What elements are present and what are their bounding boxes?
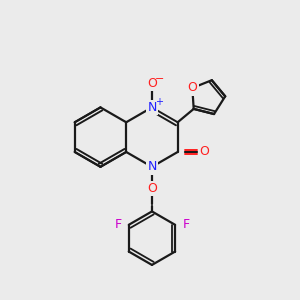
Text: +: + — [155, 98, 163, 107]
Text: O: O — [147, 182, 157, 195]
Text: O: O — [200, 146, 209, 158]
Text: N: N — [147, 101, 157, 114]
Text: O: O — [147, 77, 157, 90]
Text: F: F — [114, 218, 122, 231]
Text: O: O — [188, 82, 197, 94]
Text: N: N — [147, 160, 157, 173]
Text: F: F — [182, 218, 190, 231]
Text: −: − — [155, 74, 165, 84]
